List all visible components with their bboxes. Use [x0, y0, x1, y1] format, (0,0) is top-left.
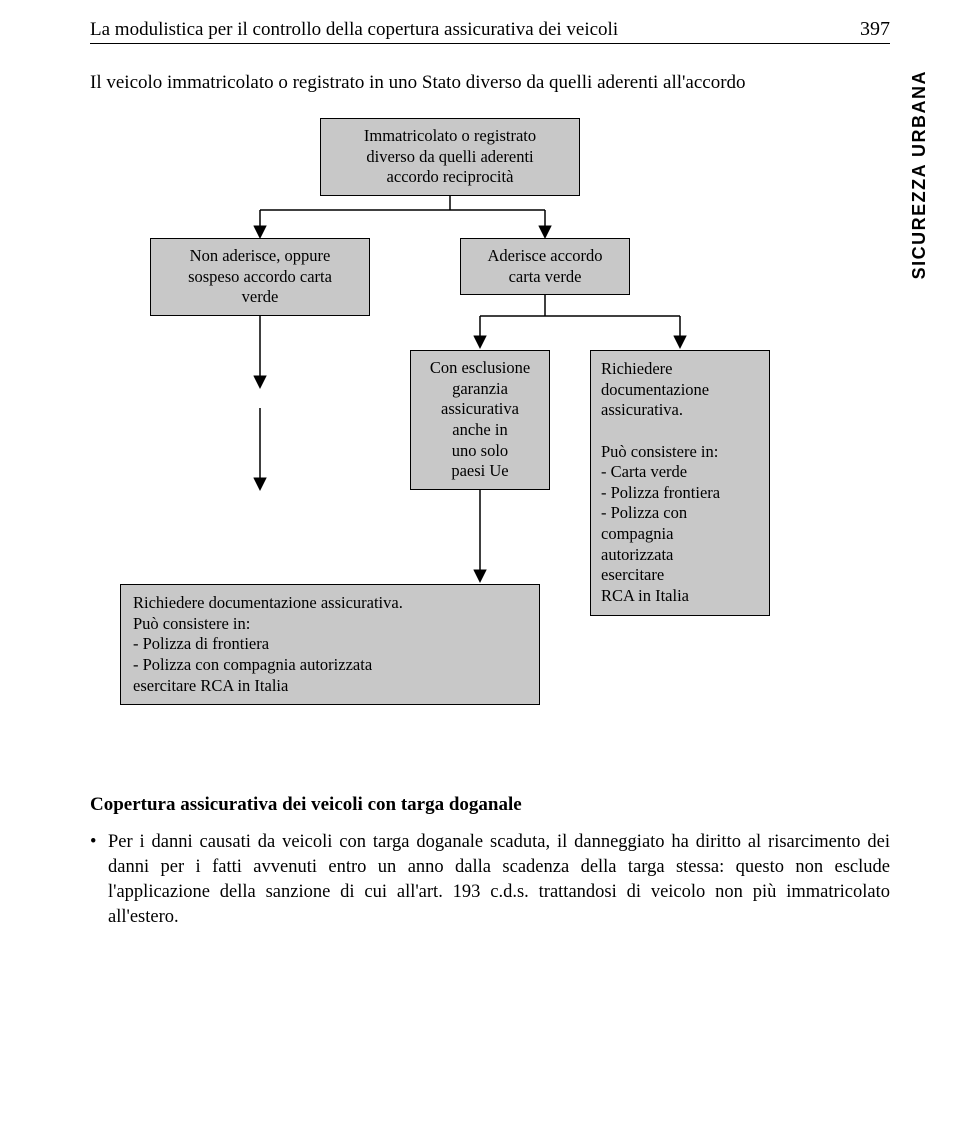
box-top: Immatricolato o registrato diverso da qu… [320, 118, 580, 196]
box-right-branch-text: Aderisce accordo carta verde [488, 246, 603, 286]
flowchart-diagram: Immatricolato o registrato diverso da qu… [90, 118, 870, 738]
header-title: La modulistica per il controllo della co… [90, 19, 840, 41]
body-paragraph: • Per i danni causati da veicoli con tar… [90, 830, 890, 930]
body-text: Per i danni causati da veicoli con targa… [108, 830, 890, 930]
box-mid-right-text: Richiedere documentazione assicurativa. … [601, 359, 759, 607]
box-mid-left: Con esclusione garanzia assicurativa anc… [410, 350, 550, 490]
section-title: Il veicolo immatricolato o registrato in… [90, 72, 890, 94]
box-mid-left-text: Con esclusione garanzia assicurativa anc… [430, 358, 530, 480]
box-bottom: Richiedere documentazione assicurativa. … [120, 584, 540, 705]
sidebar-label: SICUREZZA URBANA [909, 70, 930, 279]
box-mid-right: Richiedere documentazione assicurativa. … [590, 350, 770, 616]
box-right-branch: Aderisce accordo carta verde [460, 238, 630, 295]
box-left-branch: Non aderisce, oppure sospeso accordo car… [150, 238, 370, 316]
box-left-branch-text: Non aderisce, oppure sospeso accordo car… [188, 246, 332, 306]
header-row: La modulistica per il controllo della co… [90, 18, 890, 44]
bullet-icon: • [90, 830, 108, 930]
box-top-text: Immatricolato o registrato diverso da qu… [364, 126, 536, 186]
subheading: Copertura assicurativa dei veicoli con t… [90, 794, 890, 816]
page-number: 397 [860, 18, 890, 41]
box-bottom-text: Richiedere documentazione assicurativa. … [133, 593, 527, 696]
